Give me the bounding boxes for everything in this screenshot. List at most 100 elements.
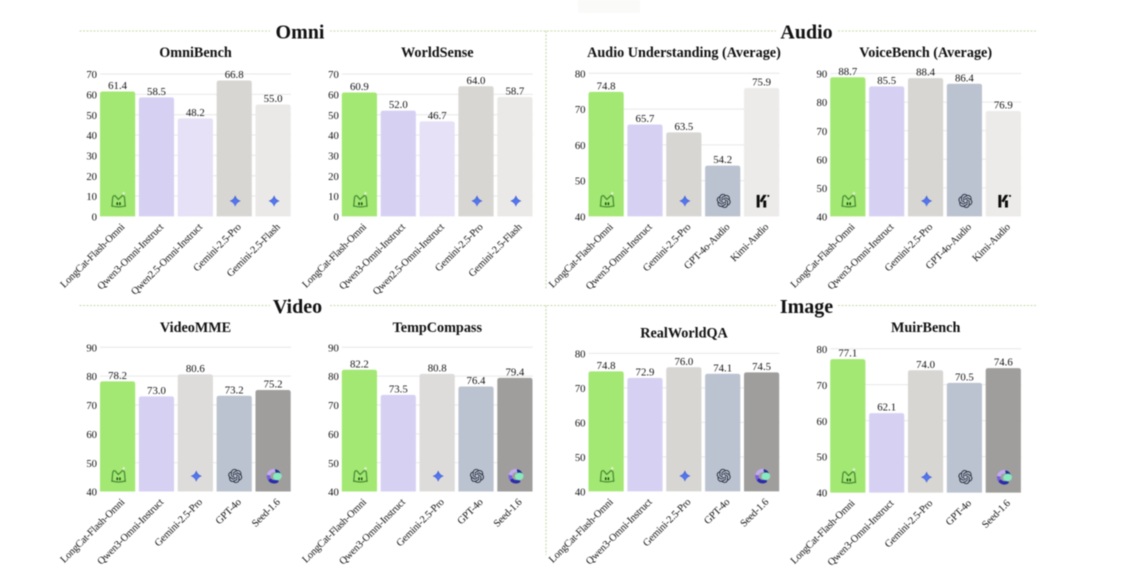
svg-text:50: 50 — [328, 458, 339, 470]
svg-text:40: 40 — [817, 212, 828, 224]
svg-text:50: 50 — [575, 452, 586, 464]
svg-text:52.0: 52.0 — [389, 99, 408, 111]
svg-text:63.5: 63.5 — [674, 121, 693, 133]
svg-text:40: 40 — [86, 130, 97, 142]
svg-text:66.8: 66.8 — [225, 69, 244, 81]
svg-text:60.9: 60.9 — [350, 81, 369, 93]
svg-text:90: 90 — [817, 69, 828, 81]
svg-text:WorldSense: WorldSense — [401, 45, 474, 61]
svg-text:73.0: 73.0 — [147, 385, 166, 397]
svg-text:20: 20 — [328, 171, 339, 183]
svg-text:30: 30 — [328, 150, 339, 162]
svg-text:64.0: 64.0 — [467, 75, 486, 87]
svg-text:50: 50 — [817, 452, 828, 464]
svg-text:60: 60 — [86, 89, 97, 101]
svg-text:85.5: 85.5 — [877, 75, 896, 87]
svg-text:0: 0 — [333, 212, 338, 224]
svg-text:74.5: 74.5 — [752, 361, 771, 373]
svg-text:79.4: 79.4 — [505, 367, 524, 379]
svg-text:70.5: 70.5 — [955, 372, 974, 384]
svg-text:70: 70 — [328, 400, 339, 412]
svg-text:77.1: 77.1 — [838, 348, 857, 360]
svg-text:76.0: 76.0 — [674, 356, 693, 368]
svg-text:Video: Video — [273, 296, 322, 318]
svg-text:10: 10 — [86, 191, 97, 203]
svg-text:80: 80 — [575, 68, 586, 80]
svg-text:40: 40 — [575, 212, 586, 224]
svg-text:48.2: 48.2 — [186, 107, 205, 119]
svg-text:50: 50 — [86, 458, 97, 470]
svg-text:90: 90 — [328, 342, 339, 354]
svg-text:74.1: 74.1 — [713, 362, 732, 374]
svg-text:74.0: 74.0 — [916, 359, 935, 371]
svg-text:70: 70 — [575, 383, 586, 395]
svg-text:74.8: 74.8 — [597, 81, 616, 93]
svg-text:70: 70 — [817, 126, 828, 138]
svg-text:40: 40 — [328, 487, 339, 499]
svg-text:VoiceBench (Average): VoiceBench (Average) — [859, 45, 992, 61]
svg-text:90: 90 — [86, 342, 97, 354]
svg-text:72.9: 72.9 — [636, 367, 655, 379]
svg-text:82.2: 82.2 — [350, 358, 369, 370]
svg-text:80: 80 — [86, 371, 97, 383]
svg-text:60: 60 — [86, 429, 97, 441]
svg-text:76.9: 76.9 — [994, 100, 1013, 112]
svg-text:80.8: 80.8 — [428, 362, 447, 374]
svg-text:75.9: 75.9 — [752, 77, 771, 89]
svg-text:80: 80 — [817, 344, 828, 356]
svg-text:40: 40 — [575, 487, 586, 499]
svg-text:80: 80 — [575, 349, 586, 361]
svg-text:60: 60 — [328, 89, 339, 101]
svg-text:50: 50 — [575, 176, 586, 188]
svg-text:TempCompass: TempCompass — [393, 320, 483, 336]
svg-text:0: 0 — [92, 212, 97, 224]
svg-text:46.7: 46.7 — [428, 110, 447, 122]
svg-text:70: 70 — [817, 380, 828, 392]
svg-text:75.2: 75.2 — [264, 379, 283, 391]
svg-text:Audio Understanding (Average): Audio Understanding (Average) — [587, 45, 781, 61]
svg-text:80.6: 80.6 — [186, 363, 205, 375]
svg-text:60: 60 — [575, 418, 586, 430]
svg-text:60: 60 — [817, 416, 828, 428]
svg-text:OmniBench: OmniBench — [159, 45, 232, 61]
svg-text:50: 50 — [328, 110, 339, 122]
svg-text:61.4: 61.4 — [108, 80, 127, 92]
svg-text:73.2: 73.2 — [225, 384, 244, 396]
svg-text:88.4: 88.4 — [916, 67, 935, 79]
svg-text:60: 60 — [328, 429, 339, 441]
svg-text:20: 20 — [86, 171, 97, 183]
svg-text:80: 80 — [817, 97, 828, 109]
svg-text:86.4: 86.4 — [955, 72, 974, 84]
svg-text:58.7: 58.7 — [505, 86, 524, 98]
svg-text:MuirBench: MuirBench — [891, 320, 960, 336]
svg-text:70: 70 — [86, 69, 97, 81]
svg-text:40: 40 — [86, 487, 97, 499]
svg-text:73.5: 73.5 — [389, 384, 408, 396]
svg-text:80: 80 — [328, 371, 339, 383]
svg-text:Image: Image — [780, 296, 833, 318]
svg-text:62.1: 62.1 — [877, 402, 896, 414]
svg-text:RealWorldQA: RealWorldQA — [640, 326, 728, 342]
svg-text:30: 30 — [86, 150, 97, 162]
svg-text:60: 60 — [817, 154, 828, 166]
svg-text:58.5: 58.5 — [147, 86, 166, 98]
svg-text:50: 50 — [86, 110, 97, 122]
svg-text:50: 50 — [817, 183, 828, 195]
svg-text:VideoMME: VideoMME — [160, 320, 231, 336]
svg-text:65.7: 65.7 — [636, 113, 655, 125]
svg-text:74.8: 74.8 — [597, 360, 616, 372]
svg-text:70: 70 — [328, 69, 339, 81]
svg-text:78.2: 78.2 — [108, 370, 127, 382]
svg-text:40: 40 — [328, 130, 339, 142]
svg-text:70: 70 — [86, 400, 97, 412]
svg-text:10: 10 — [328, 191, 339, 203]
svg-text:55.0: 55.0 — [264, 93, 283, 105]
svg-text:74.6: 74.6 — [994, 357, 1013, 369]
svg-text:54.2: 54.2 — [713, 154, 732, 166]
svg-text:60: 60 — [575, 140, 586, 152]
svg-text:Omni: Omni — [276, 22, 325, 44]
svg-text:40: 40 — [817, 488, 828, 500]
svg-text:70: 70 — [575, 104, 586, 116]
svg-text:76.4: 76.4 — [467, 375, 486, 387]
svg-text:Audio: Audio — [780, 22, 832, 44]
